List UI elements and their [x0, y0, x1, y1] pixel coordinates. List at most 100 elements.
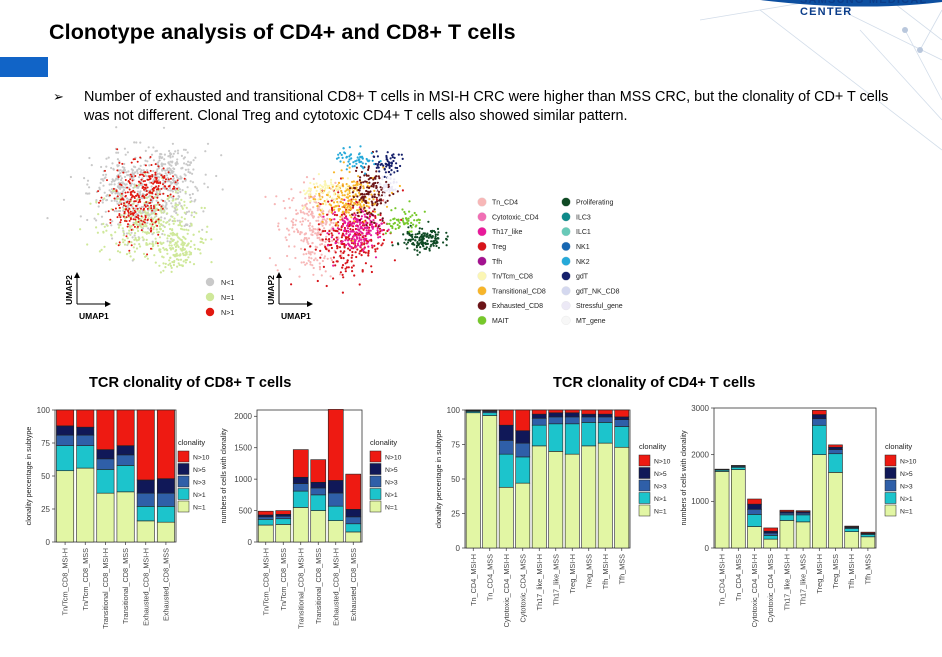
umap-point	[46, 217, 49, 220]
bar-segment	[515, 409, 531, 432]
legend-dot	[205, 307, 215, 317]
umap-point	[396, 223, 399, 226]
umap-point	[387, 183, 390, 186]
umap-point	[316, 228, 319, 231]
umap-point	[389, 173, 392, 176]
umap-point	[159, 182, 162, 185]
umap-point	[169, 262, 172, 265]
umap-point	[371, 214, 374, 217]
y-tick-label: 75	[41, 439, 50, 448]
umap-point	[190, 240, 193, 243]
umap-point	[392, 181, 395, 184]
umap-point	[326, 244, 329, 247]
umap-point	[154, 193, 157, 196]
umap-point	[130, 168, 133, 171]
umap-point	[319, 190, 322, 193]
x-tick-label: Treg_MSS	[831, 554, 840, 589]
umap-point	[341, 240, 344, 243]
umap-point	[130, 182, 133, 185]
umap-point	[155, 199, 158, 202]
umap-point	[285, 238, 288, 242]
umap-point	[171, 229, 174, 232]
umap-point	[117, 244, 120, 247]
umap-point	[355, 217, 358, 220]
bar-segment	[156, 409, 175, 479]
umap-point	[121, 162, 124, 165]
legend-dot	[477, 256, 487, 266]
arrow-right-icon	[307, 301, 313, 307]
umap-point	[435, 240, 438, 243]
umap-point	[364, 209, 367, 213]
umap-point	[360, 231, 364, 235]
umap-point	[416, 236, 419, 239]
umap-point	[138, 237, 141, 240]
umap-point	[338, 194, 341, 197]
umap-point	[290, 188, 293, 191]
umap-point	[332, 227, 335, 230]
umap-point	[359, 145, 362, 148]
umap-point	[361, 227, 364, 230]
legend-dot	[477, 212, 487, 222]
y-tick-label: 3000	[691, 404, 709, 413]
umap-point	[353, 212, 356, 215]
bar-segment	[731, 466, 746, 470]
umap-point	[351, 180, 354, 183]
umap-point	[176, 152, 180, 155]
umap-point	[165, 178, 167, 181]
umap-point	[340, 256, 343, 260]
umap-point	[361, 270, 364, 273]
umap-point	[360, 221, 363, 224]
umap-point	[116, 216, 119, 219]
umap-point	[318, 213, 321, 216]
umap-point	[364, 262, 367, 265]
umap-point	[148, 242, 151, 245]
umap-point	[119, 172, 122, 175]
umap-point	[396, 166, 399, 170]
umap-point	[377, 236, 380, 239]
umap-point	[347, 208, 350, 211]
umap-point	[116, 169, 119, 172]
umap-point	[410, 226, 413, 229]
umap-point	[385, 180, 388, 184]
umap-point	[121, 238, 124, 241]
umap-point	[174, 253, 177, 256]
umap-point	[396, 190, 399, 193]
umap-point	[431, 235, 434, 238]
umap-point	[340, 153, 343, 156]
umap-point	[371, 227, 374, 230]
umap-point	[173, 185, 175, 188]
y-axis-label: numbers of cells with clonality	[219, 428, 228, 523]
legend-swatch	[638, 504, 651, 517]
umap-point	[146, 257, 149, 260]
umap-point	[358, 252, 361, 255]
umap-point	[116, 148, 119, 151]
umap-point	[350, 203, 353, 206]
umap-point	[348, 195, 351, 198]
umap-point	[296, 212, 299, 215]
umap-point	[346, 196, 350, 199]
umap-point	[364, 172, 367, 175]
umap-point	[185, 211, 189, 214]
umap-point	[309, 253, 312, 256]
umap-point	[158, 203, 161, 206]
umap-point	[337, 209, 340, 212]
umap-point	[282, 199, 285, 203]
umap-y-label: UMAP2	[64, 275, 74, 305]
umap-point	[409, 215, 412, 218]
umap-point	[373, 193, 376, 196]
umap-point	[136, 160, 139, 163]
bar-segment	[292, 507, 309, 543]
umap-point	[175, 248, 178, 252]
umap-point	[350, 157, 353, 160]
umap-point	[192, 159, 195, 162]
bar-segment	[812, 454, 827, 549]
legend-swatch	[369, 488, 382, 500]
umap-point	[330, 236, 333, 239]
umap-point	[138, 167, 141, 170]
umap-point	[146, 207, 149, 210]
umap-point	[115, 210, 118, 213]
umap-point	[122, 186, 125, 189]
umap-point	[330, 178, 333, 181]
umap-point	[287, 229, 290, 232]
umap-point	[434, 233, 437, 236]
